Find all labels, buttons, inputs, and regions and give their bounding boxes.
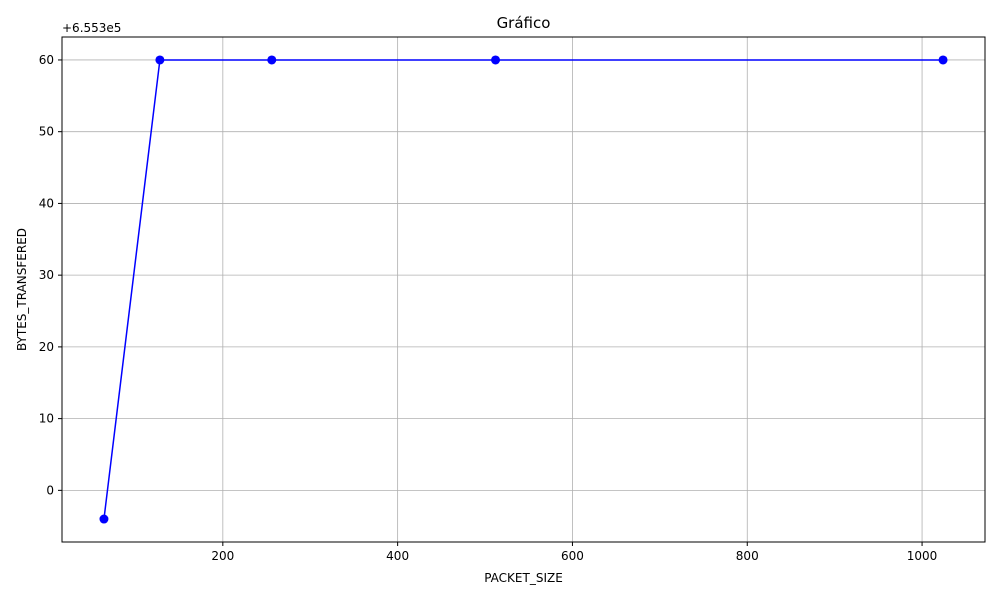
chart-title: Gráfico xyxy=(497,14,551,32)
data-point xyxy=(938,55,948,65)
x-tick-label: 200 xyxy=(211,549,234,563)
data-point xyxy=(155,55,165,65)
data-point xyxy=(491,55,501,65)
plot-frame xyxy=(61,36,986,543)
axis-ticks: 200 400 600 800 1000 0 10 20 30 40 50 60 xyxy=(39,53,938,563)
x-tick-label: 1000 xyxy=(907,549,938,563)
y-tick-label: 30 xyxy=(39,268,54,282)
x-tick-label: 600 xyxy=(561,549,584,563)
x-tick-label: 800 xyxy=(736,549,759,563)
data-point xyxy=(99,514,109,524)
x-axis-label: PACKET_SIZE xyxy=(484,571,563,585)
y-axis-label: BYTES_TRANSFERED xyxy=(15,228,29,351)
data-point xyxy=(267,55,277,65)
y-tick-label: 0 xyxy=(46,483,54,497)
y-tick-label: 60 xyxy=(39,53,54,67)
y-tick-label: 10 xyxy=(39,412,54,426)
data-series xyxy=(99,55,948,524)
y-tick-label: 40 xyxy=(39,196,54,210)
x-tick-label: 400 xyxy=(386,549,409,563)
y-tick-label: 20 xyxy=(39,340,54,354)
y-axis-offset-label: +6.553e5 xyxy=(62,21,121,35)
y-tick-label: 50 xyxy=(39,125,54,139)
